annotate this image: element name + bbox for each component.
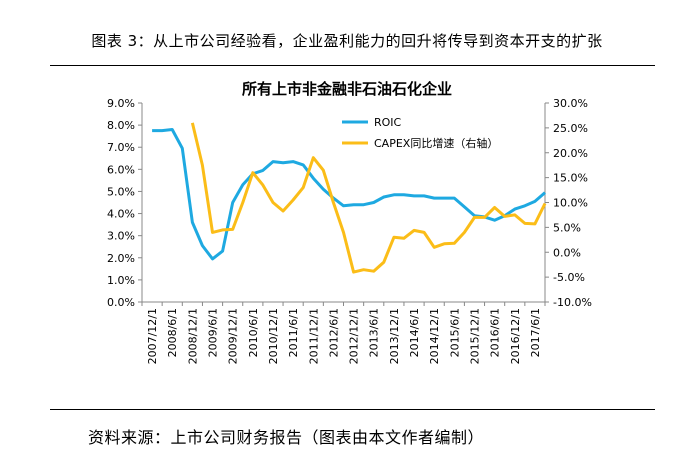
x-tick-label: 2008/12/1: [186, 308, 199, 364]
right-tick-label: 15.0%: [553, 172, 588, 185]
x-tick-label: 2016/12/1: [509, 308, 522, 364]
left-tick-label: 9.0%: [107, 97, 135, 110]
x-tick-label: 2014/6/1: [408, 308, 421, 357]
left-tick-label: 6.0%: [107, 163, 135, 176]
x-tick-label: 2015/12/1: [468, 308, 481, 364]
right-tick-label: 30.0%: [553, 97, 588, 110]
x-tick-label: 2010/12/1: [267, 308, 280, 364]
source-rule: [50, 409, 655, 410]
left-tick-label: 3.0%: [107, 230, 135, 243]
x-tick-label: 2007/12/1: [146, 308, 159, 364]
x-tick-label: 2015/6/1: [448, 308, 461, 357]
legend-label: CAPEX同比增速（右轴）: [374, 136, 498, 150]
x-tick-label: 2011/6/1: [287, 308, 300, 357]
x-tick-label: 2013/12/1: [388, 308, 401, 364]
x-tick-label: 2010/6/1: [247, 308, 260, 357]
x-tick-label: 2014/12/1: [428, 308, 441, 364]
left-tick-label: 5.0%: [107, 185, 135, 198]
x-tick-label: 2012/12/1: [348, 308, 361, 364]
chart-title: 所有上市非金融非石油石化企业: [242, 80, 452, 98]
figure-title: 图表 3：从上市公司经验看，企业盈利能力的回升将传导到资本开支的扩张: [91, 32, 603, 50]
right-tick-label: 5.0%: [553, 221, 581, 234]
x-tick-label: 2008/6/1: [166, 308, 179, 357]
right-tick-label: 20.0%: [553, 147, 588, 160]
x-tick-label: 2016/6/1: [489, 308, 502, 357]
x-tick-label: 2013/6/1: [368, 308, 381, 357]
x-tick-label: 2017/6/1: [529, 308, 542, 357]
right-tick-label: -5.0%: [553, 271, 585, 284]
x-tick-label: 2009/12/1: [227, 308, 240, 364]
right-tick-label: -10.0%: [553, 296, 592, 309]
x-tick-label: 2009/6/1: [207, 308, 220, 357]
legend-label: ROIC: [374, 116, 402, 129]
left-tick-label: 8.0%: [107, 119, 135, 132]
left-tick-label: 2.0%: [107, 252, 135, 265]
left-tick-label: 7.0%: [107, 141, 135, 154]
right-tick-label: 0.0%: [553, 246, 581, 259]
right-tick-label: 25.0%: [553, 122, 588, 135]
x-tick-label: 2012/6/1: [327, 308, 340, 357]
series-line-capex: [190, 122, 547, 274]
left-tick-label: 4.0%: [107, 208, 135, 221]
source-note: 资料来源：上市公司财务报告（图表由本文作者编制）: [88, 428, 485, 447]
series-lines: [152, 122, 547, 274]
axes: 0.0% 1.0% 2.0% 3.0% 4.0% 5.0% 6.0% 7.0% 8.0% 9.0%…: [107, 97, 592, 364]
title-rule: [50, 65, 655, 66]
x-tick-label: 2011/12/1: [307, 308, 320, 364]
left-tick-label: 1.0%: [107, 274, 135, 287]
right-tick-label: 10.0%: [553, 197, 588, 210]
left-tick-label: 0.0%: [107, 296, 135, 309]
legend: ROIC CAPEX同比增速（右轴）: [342, 116, 498, 150]
